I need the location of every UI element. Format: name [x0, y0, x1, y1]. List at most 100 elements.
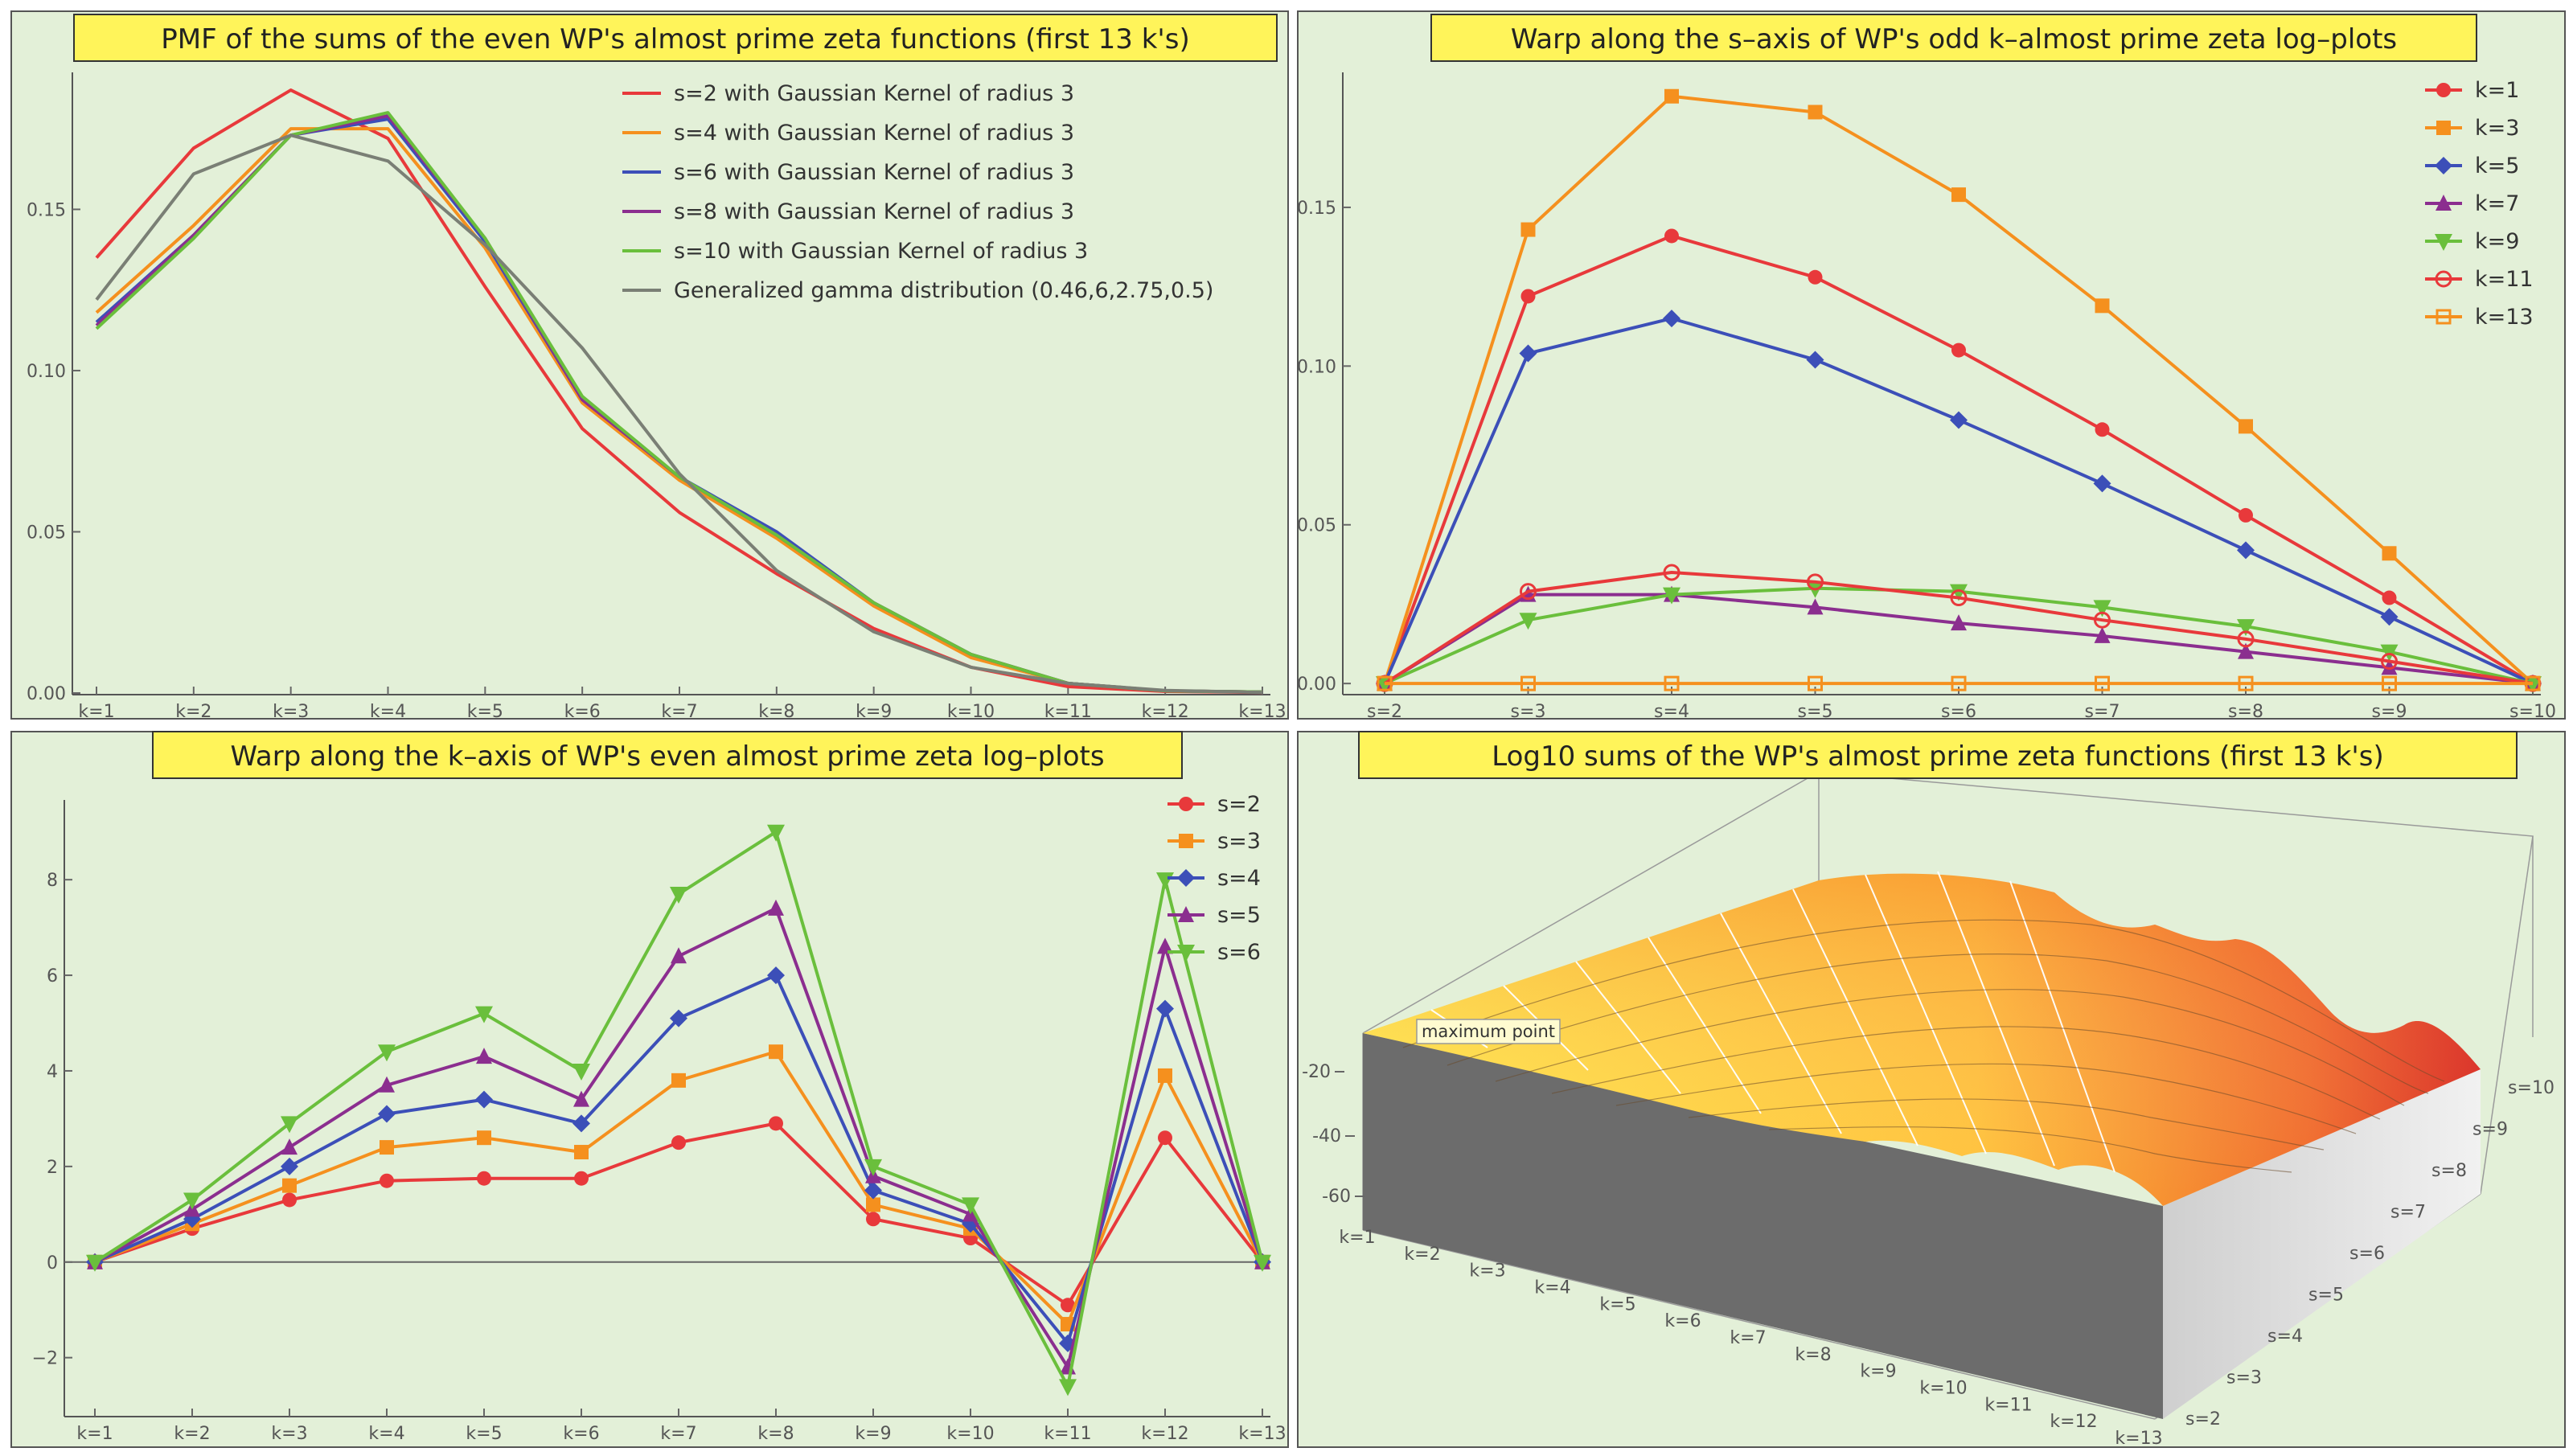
- k-axis-warp-title: Warp along the k–axis of WP's even almos…: [152, 731, 1183, 779]
- data-point: [1807, 598, 1824, 615]
- data-point: [573, 1090, 589, 1107]
- data-point: [477, 1171, 491, 1186]
- data-point: [2093, 474, 2111, 493]
- data-point: [1519, 344, 1537, 363]
- legend-label: s=4: [1217, 866, 1261, 891]
- x-tick-label: k=11: [1044, 1424, 1091, 1444]
- k-axis-label: k=9: [1860, 1362, 1896, 1382]
- x-tick-label: k=3: [271, 1424, 307, 1444]
- series-line: [1383, 570, 2534, 686]
- data-point: [1059, 1379, 1077, 1397]
- data-point: [769, 1116, 783, 1131]
- k-axis-warp-chart-panel: −2 0 2 4 6 8 k=1 k=2 k=3 k=4 k=5 k=6 k=7 k=8 k=9 k=10 k=…: [10, 731, 1289, 1448]
- data-point: [380, 1173, 394, 1188]
- legend-item: k=13: [2425, 305, 2534, 330]
- data-point: [282, 1178, 297, 1193]
- legend-marker: [1178, 906, 1194, 922]
- pmf-title-text: PMF of the sums of the even WP's almost …: [161, 23, 1189, 55]
- data-point: [281, 1157, 298, 1175]
- y-tick-label: 0.10: [27, 362, 66, 382]
- data-point: [1950, 584, 1968, 601]
- data-point: [380, 1140, 394, 1155]
- legend-marker: [2436, 121, 2451, 135]
- legend-item: Generalized gamma distribution (0.46,6,2…: [622, 278, 1213, 303]
- data-point: [767, 966, 785, 985]
- data-point: [1520, 675, 1536, 691]
- series-line: [95, 133, 1263, 695]
- x-tick-label: k=10: [947, 702, 995, 722]
- legend-marker: [1179, 797, 1193, 811]
- x-tick-label: s=2: [1367, 702, 1402, 722]
- y-tick-label: 0.05: [1297, 516, 1336, 536]
- y-tick-label: 4: [47, 1062, 58, 1082]
- s-axis-label: s=10: [2508, 1078, 2555, 1098]
- data-point: [2095, 422, 2110, 437]
- y-tick-label: −2: [32, 1349, 58, 1369]
- x-tick-label: k=12: [1142, 702, 1189, 722]
- data-point: [574, 1145, 589, 1160]
- y-tick-label: 0.15: [27, 200, 66, 220]
- data-point: [282, 1192, 297, 1208]
- k-axis-warp-plot-area: −2 0 2 4 6 8 k=1 k=2 k=3 k=4 k=5 k=6 k=7 k=8 k=9 k=10 k=…: [32, 792, 1286, 1444]
- data-point: [281, 1138, 298, 1155]
- x-tick-label: k=7: [661, 702, 697, 722]
- data-point: [378, 1044, 396, 1062]
- x-tick-label: s=3: [1511, 702, 1546, 722]
- data-point: [1808, 675, 1823, 691]
- x-tick-label: k=5: [467, 702, 503, 722]
- x-tick-label: k=8: [757, 1424, 794, 1444]
- surface-z-axis: -20 -40 -60: [1302, 1062, 1364, 1207]
- y-tick-label: 0: [47, 1253, 58, 1273]
- data-point: [475, 1090, 493, 1109]
- data-point: [1157, 937, 1173, 954]
- data-point: [572, 1114, 590, 1133]
- data-point: [2381, 658, 2398, 675]
- x-tick-label: k=12: [1141, 1424, 1188, 1444]
- s-axis-warp-chart-panel: 0.00 0.05 0.10 0.15 s=2 s=3 s=4 s=5 s=6 s=7 s=8 s=9…: [1297, 10, 2566, 722]
- pmf-chart-panel: 0.00 0.05 0.10 0.15 k=1 k=2 k=3 k=4 k=5 k=6 k=7 k=8…: [10, 10, 1289, 722]
- x-tick-label: k=6: [564, 702, 601, 722]
- x-tick-label: s=10: [2509, 702, 2556, 722]
- data-point: [1377, 675, 1393, 691]
- data-point: [2095, 298, 2110, 314]
- legend-marker: [2435, 270, 2452, 288]
- legend-item: k=1: [2425, 78, 2519, 103]
- data-point: [2238, 642, 2254, 659]
- data-point: [1156, 999, 1174, 1018]
- data-point: [866, 1212, 880, 1227]
- k-axis-label: k=6: [1664, 1311, 1701, 1331]
- surface-chart-panel: -20 -40 -60 k=1k=2k=3k=4k=5k=6k=7k=8k=9k…: [1297, 731, 2566, 1449]
- x-tick-label: k=13: [1238, 702, 1286, 722]
- legend-label: s=2: [1217, 792, 1261, 817]
- x-tick-label: k=9: [856, 702, 892, 722]
- data-point: [379, 1076, 395, 1093]
- legend-label: k=3: [2475, 116, 2519, 141]
- legend-item: s=6 with Gaussian Kernel of radius 3: [622, 160, 1074, 185]
- data-point: [1664, 88, 1679, 104]
- data-point: [1520, 583, 1537, 601]
- data-point: [1808, 105, 1823, 120]
- data-point: [1519, 613, 1537, 630]
- data-point: [670, 887, 687, 904]
- legend-label: k=7: [2475, 191, 2519, 216]
- data-point: [864, 1159, 882, 1176]
- x-tick-label: k=9: [855, 1424, 891, 1444]
- y-tick-label: 2: [47, 1158, 58, 1178]
- legend-label: k=1: [2475, 78, 2519, 103]
- data-point: [1158, 1130, 1172, 1146]
- legend-marker: [2436, 83, 2451, 97]
- legend-label: s=10 with Gaussian Kernel of radius 3: [674, 239, 1088, 264]
- legend-label: Generalized gamma distribution (0.46,6,2…: [674, 278, 1213, 303]
- legend-label: s=4 with Gaussian Kernel of radius 3: [674, 121, 1074, 146]
- data-point: [1951, 675, 1967, 691]
- y-tick-label: 0.00: [1297, 675, 1336, 695]
- x-tick-label: k=13: [1238, 1424, 1286, 1444]
- z-tick-label: -40: [1312, 1126, 1341, 1146]
- surface-k-axis-labels: k=1 k=2 k=3 k=4 k=5 k=6 k=7 k=8 k=9 k=10 k=11 k=12 k…: [1339, 1228, 2162, 1449]
- legend-marker: [2435, 234, 2452, 251]
- data-point: [1664, 228, 1679, 244]
- maximum-point-label: maximum point: [1422, 1022, 1555, 1041]
- data-point: [475, 1006, 493, 1023]
- surface-shading: [1363, 873, 2481, 1206]
- k-axis-label: k=7: [1730, 1328, 1766, 1348]
